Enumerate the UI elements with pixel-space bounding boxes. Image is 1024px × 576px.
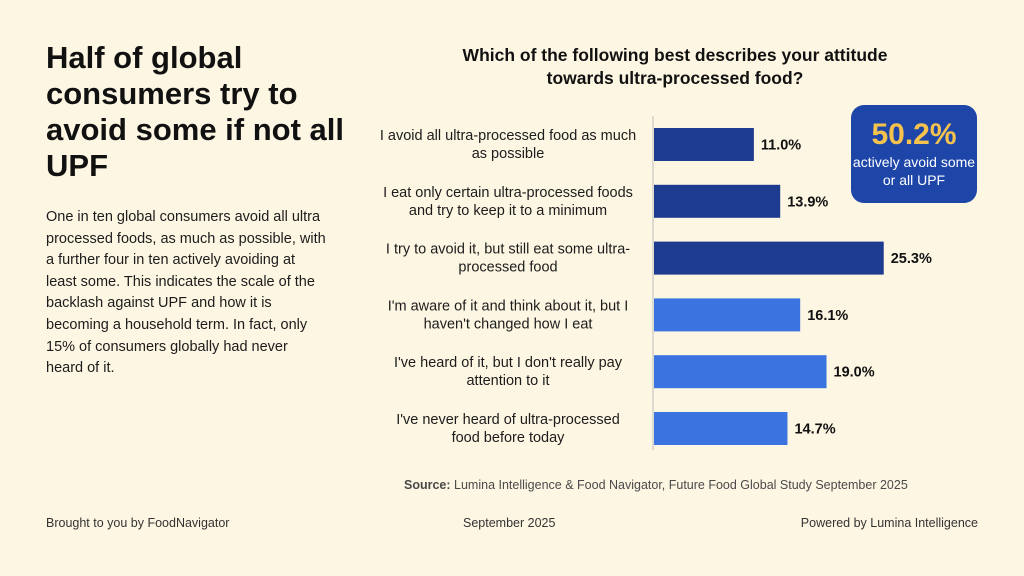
bar-value-label: 16.1%	[807, 308, 848, 324]
bar-value-label: 14.7%	[794, 422, 835, 438]
bar-4	[654, 298, 801, 332]
source-text: Lumina Intelligence & Food Navigator, Fu…	[454, 478, 908, 492]
bar-value-label: 25.3%	[891, 251, 932, 267]
page-headline: Half of global consumers try to avoid so…	[46, 40, 344, 183]
category-label: I eat only certain ultra-processed foods…	[383, 185, 633, 219]
callout-value: 50.2%	[871, 118, 957, 151]
callout-text: actively avoid some or all UPF	[852, 154, 976, 188]
category-label: I avoid all ultra-processed food as much…	[380, 128, 636, 162]
bar-value-label: 19.0%	[834, 365, 875, 381]
footer-powered-by: Powered by Lumina Intelligence	[800, 516, 978, 530]
bar-1	[654, 128, 754, 161]
bar-2	[654, 184, 781, 218]
summary-text: One in ten global consumers avoid all ul…	[46, 209, 326, 377]
summary-callout: 50.2% actively avoid some or all UPF	[851, 105, 977, 203]
chart-title: Which of the following best describes yo…	[462, 45, 888, 88]
bar-3	[654, 241, 884, 275]
bar-6	[654, 412, 788, 445]
source-label: Source:	[404, 478, 451, 492]
footer-date: September 2025	[463, 516, 556, 530]
bar-value-label: 13.9%	[787, 194, 828, 210]
category-label: I try to avoid it, but still eat some ul…	[386, 242, 630, 276]
bar-5	[654, 355, 827, 389]
category-label: I've heard of it, but I don't really pay…	[394, 355, 623, 389]
footer-brought-by: Brought to you by FoodNavigator	[46, 516, 230, 530]
bar-value-label: 11.0%	[761, 138, 801, 154]
category-label: I've never heard of ultra-processed food …	[396, 412, 620, 446]
category-label: I'm aware of it and think about it, but …	[388, 298, 629, 332]
source-note: Source: Lumina Intelligence & Food Navig…	[404, 478, 908, 492]
